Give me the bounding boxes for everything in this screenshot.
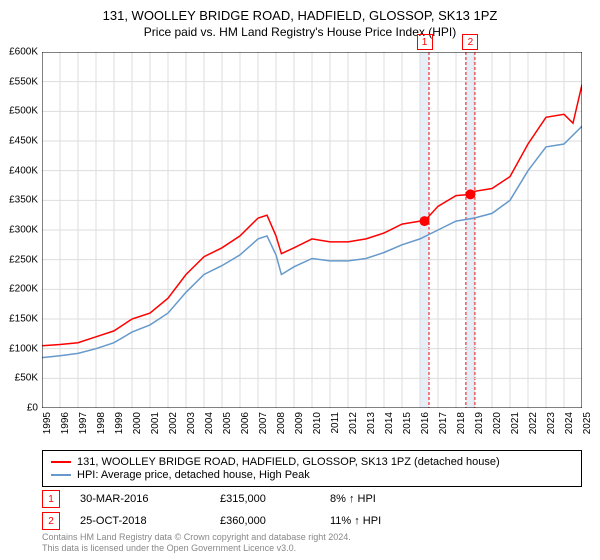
legend-item: HPI: Average price, detached house, High… bbox=[51, 469, 573, 481]
x-axis-tick-label: 2021 bbox=[510, 412, 521, 434]
marker-badge: 1 bbox=[417, 34, 433, 50]
x-axis-tick-label: 2006 bbox=[240, 412, 251, 434]
legend-swatch bbox=[51, 461, 71, 463]
transaction-date: 30-MAR-2016 bbox=[80, 493, 200, 505]
x-axis-tick-label: 2014 bbox=[384, 412, 395, 434]
x-axis-tick-label: 2004 bbox=[204, 412, 215, 434]
chart-title-2: Price paid vs. HM Land Registry's House … bbox=[0, 25, 600, 39]
y-axis-tick-label: £500K bbox=[0, 106, 38, 117]
line-chart bbox=[42, 52, 582, 408]
x-axis-tick-label: 2013 bbox=[366, 412, 377, 434]
footer-note: Contains HM Land Registry data © Crown c… bbox=[42, 532, 582, 554]
x-axis-tick-label: 1998 bbox=[96, 412, 107, 434]
x-axis-tick-label: 2020 bbox=[492, 412, 503, 434]
x-axis-tick-label: 1999 bbox=[114, 412, 125, 434]
y-axis-tick-label: £550K bbox=[0, 76, 38, 87]
y-axis-tick-label: £400K bbox=[0, 165, 38, 176]
y-axis-tick-label: £250K bbox=[0, 254, 38, 265]
transaction-price: £315,000 bbox=[220, 493, 310, 505]
y-axis-tick-label: £350K bbox=[0, 195, 38, 206]
x-axis-tick-label: 2023 bbox=[546, 412, 557, 434]
table-row: 2 25-OCT-2018 £360,000 11% ↑ HPI bbox=[42, 512, 582, 530]
x-axis-tick-label: 2022 bbox=[528, 412, 539, 434]
x-axis-tick-label: 1995 bbox=[42, 412, 53, 434]
y-axis-tick-label: £200K bbox=[0, 284, 38, 295]
x-axis-tick-label: 2018 bbox=[456, 412, 467, 434]
legend-item: 131, WOOLLEY BRIDGE ROAD, HADFIELD, GLOS… bbox=[51, 456, 573, 468]
transaction-badge: 1 bbox=[42, 490, 60, 508]
chart-title-1: 131, WOOLLEY BRIDGE ROAD, HADFIELD, GLOS… bbox=[0, 8, 600, 23]
x-axis-tick-label: 2005 bbox=[222, 412, 233, 434]
y-axis-tick-label: £50K bbox=[0, 373, 38, 384]
x-axis-tick-label: 2017 bbox=[438, 412, 449, 434]
x-axis-tick-label: 2001 bbox=[150, 412, 161, 434]
y-axis-tick-label: £300K bbox=[0, 225, 38, 236]
footer-line-2: This data is licensed under the Open Gov… bbox=[42, 543, 582, 554]
y-axis-tick-label: £0 bbox=[0, 403, 38, 414]
chart-area: £0£50K£100K£150K£200K£250K£300K£350K£400… bbox=[42, 52, 582, 408]
legend: 131, WOOLLEY BRIDGE ROAD, HADFIELD, GLOS… bbox=[42, 450, 582, 487]
transaction-diff: 11% ↑ HPI bbox=[330, 515, 420, 527]
x-axis-tick-label: 2009 bbox=[294, 412, 305, 434]
x-axis-tick-label: 1997 bbox=[78, 412, 89, 434]
transaction-date: 25-OCT-2018 bbox=[80, 515, 200, 527]
x-axis-tick-label: 2007 bbox=[258, 412, 269, 434]
x-axis-tick-label: 2024 bbox=[564, 412, 575, 434]
legend-swatch bbox=[51, 474, 71, 476]
legend-label: HPI: Average price, detached house, High… bbox=[77, 469, 310, 481]
marker-badge: 2 bbox=[462, 34, 478, 50]
y-axis-tick-label: £600K bbox=[0, 47, 38, 58]
x-axis-tick-label: 2015 bbox=[402, 412, 413, 434]
x-axis-tick-label: 2011 bbox=[330, 412, 341, 434]
y-axis-tick-label: £450K bbox=[0, 136, 38, 147]
y-axis-tick-label: £150K bbox=[0, 314, 38, 325]
legend-label: 131, WOOLLEY BRIDGE ROAD, HADFIELD, GLOS… bbox=[77, 456, 500, 468]
transaction-diff: 8% ↑ HPI bbox=[330, 493, 420, 505]
table-row: 1 30-MAR-2016 £315,000 8% ↑ HPI bbox=[42, 490, 582, 508]
x-axis-tick-label: 2025 bbox=[582, 412, 593, 434]
transactions-table: 1 30-MAR-2016 £315,000 8% ↑ HPI 2 25-OCT… bbox=[42, 490, 582, 534]
x-axis-tick-label: 2012 bbox=[348, 412, 359, 434]
footer-line-1: Contains HM Land Registry data © Crown c… bbox=[42, 532, 582, 543]
x-axis-tick-label: 2000 bbox=[132, 412, 143, 434]
x-axis-tick-label: 2016 bbox=[420, 412, 431, 434]
transaction-badge: 2 bbox=[42, 512, 60, 530]
x-axis-tick-label: 1996 bbox=[60, 412, 71, 434]
x-axis-tick-label: 2019 bbox=[474, 412, 485, 434]
x-axis-tick-label: 2002 bbox=[168, 412, 179, 434]
y-axis-tick-label: £100K bbox=[0, 343, 38, 354]
x-axis-tick-label: 2008 bbox=[276, 412, 287, 434]
x-axis-tick-label: 2010 bbox=[312, 412, 323, 434]
x-axis-tick-label: 2003 bbox=[186, 412, 197, 434]
transaction-price: £360,000 bbox=[220, 515, 310, 527]
